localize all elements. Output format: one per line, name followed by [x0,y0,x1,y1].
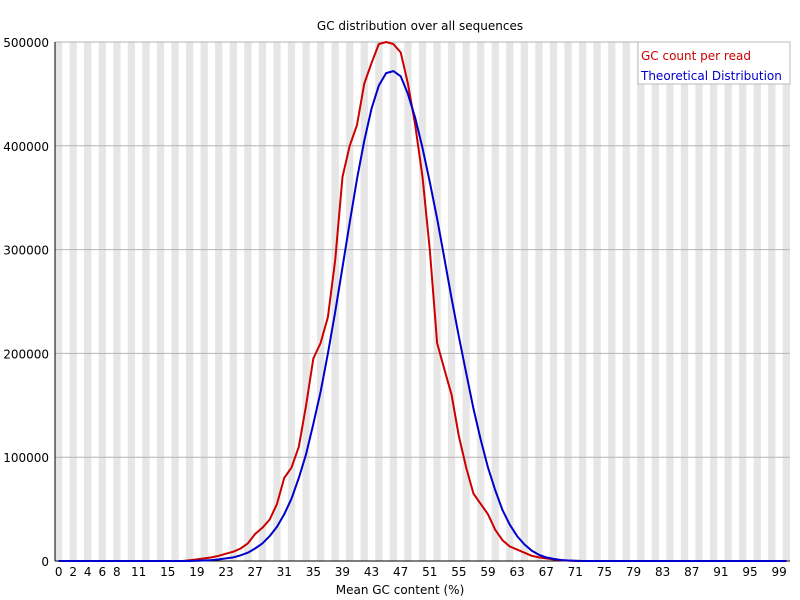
x-tick-label: 43 [364,565,379,579]
background-band [273,42,281,561]
background-band [753,42,761,561]
background-band [171,42,179,561]
background-band [113,42,121,561]
background-band [549,42,558,561]
series-line-1 [58,70,787,562]
x-tick-label: 59 [480,565,495,579]
legend-box [637,41,791,85]
y-tick-label: 300000 [3,244,49,258]
background-band [593,42,601,561]
background-band [782,42,790,561]
background-band [69,42,77,561]
x-tick-label: 91 [713,565,728,579]
background-band [84,42,92,561]
background-band [564,42,572,561]
series-lines [58,41,787,562]
x-tick-label: 19 [189,565,204,579]
background-band [185,42,194,561]
x-tick-label: 4 [84,565,92,579]
background-band [695,42,703,561]
y-tick-label: 500000 [3,36,49,50]
x-tick-label: 55 [451,565,466,579]
x-tick-label: 39 [335,565,350,579]
x-tick-label: 31 [277,565,292,579]
background-band [244,42,252,561]
background-band [477,42,485,561]
x-tick-label: 63 [509,565,524,579]
background-band [331,42,339,561]
x-tick-label: 87 [684,565,699,579]
background-band [316,42,325,561]
background-band [433,42,441,561]
background-band [156,42,165,561]
x-tick-label: 99 [771,565,786,579]
x-tick-label: 23 [218,565,233,579]
y-tick-labels: 0 100000 200000 300000 400000 500000 [3,36,49,569]
background-band [418,42,427,561]
background-band [768,42,776,561]
x-tick-label: 79 [626,565,641,579]
x-tick-label: 67 [539,565,554,579]
x-tick-label: 35 [306,565,321,579]
background-band [520,42,529,561]
background-band [389,42,398,561]
legend-entry-theoretical: Theoretical Distribution [640,69,782,83]
x-tick-label: 15 [160,565,175,579]
background-band [666,42,674,561]
x-tick-label: 11 [131,565,146,579]
background-band [506,42,514,561]
background-band [739,42,747,561]
legend: GC count per read Theoretical Distributi… [637,41,791,85]
background-band [142,42,150,561]
x-tick-label: 83 [655,565,670,579]
background-band [622,42,630,561]
background-band [229,42,237,561]
x-tick-label: 8 [113,565,121,579]
legend-entry-gc-count: GC count per read [641,49,751,63]
y-tick-label: 100000 [3,451,49,465]
y-tick-label: 0 [41,555,49,569]
background-band [462,42,470,561]
background-band [302,42,310,561]
x-tick-labels: 0 2 4 6 8 11 15 19 23 27 31 35 39 43 47 51 55 59 63 67 71 75 7… [55,565,787,579]
y-tick-label: 200000 [3,347,49,361]
background-band [215,42,223,561]
chart-title: GC distribution over all sequences [317,19,523,33]
x-axis-label: Mean GC content (%) [336,583,465,597]
x-tick-label: 2 [69,565,77,579]
x-tick-label: 0 [55,565,63,579]
x-tick-label: 6 [98,565,106,579]
background-band [258,42,267,561]
x-tick-label: 27 [247,565,262,579]
background-band [709,42,718,561]
background-band [200,42,208,561]
x-tick-label: 95 [742,565,757,579]
plot-background-bands [55,42,790,561]
background-band [637,42,645,561]
background-band [651,42,660,561]
background-band [287,42,296,561]
background-band [127,42,136,561]
background-band [680,42,689,561]
x-tick-label: 71 [568,565,583,579]
y-tick-label: 400000 [3,140,49,154]
background-band [535,42,543,561]
background-band [404,42,412,561]
background-band [608,42,616,561]
background-band [724,42,732,561]
background-band [375,42,383,561]
x-tick-label: 75 [597,565,612,579]
background-band [55,42,63,561]
background-band [346,42,354,561]
x-tick-label: 47 [393,565,408,579]
background-band [360,42,368,561]
background-band [98,42,106,561]
background-band [491,42,499,561]
x-tick-label: 51 [422,565,437,579]
background-band [578,42,587,561]
